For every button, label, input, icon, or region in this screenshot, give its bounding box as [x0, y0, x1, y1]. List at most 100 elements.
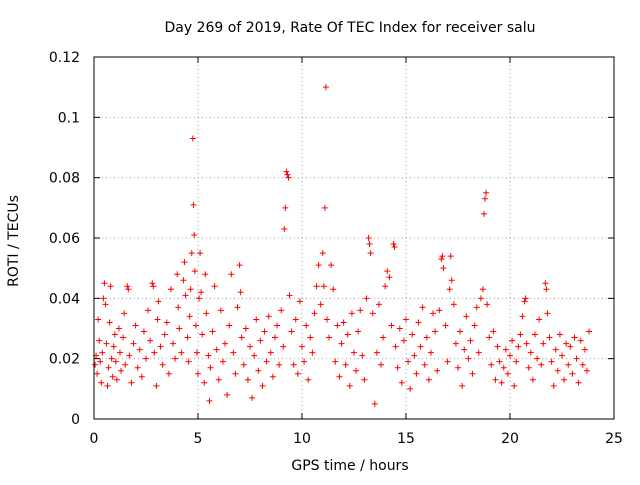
- data-point: [469, 370, 476, 377]
- data-point: [517, 331, 524, 338]
- data-point: [390, 241, 397, 248]
- data-point: [311, 310, 318, 317]
- data-point: [253, 316, 260, 323]
- data-point: [353, 367, 360, 374]
- data-point: [106, 319, 113, 326]
- data-point: [257, 337, 264, 344]
- data-point: [513, 358, 520, 365]
- data-point: [193, 349, 200, 356]
- data-point: [189, 135, 196, 142]
- data-point: [378, 361, 385, 368]
- data-point: [344, 331, 351, 338]
- data-point: [190, 201, 197, 208]
- data-point: [367, 250, 374, 257]
- data-point: [301, 358, 308, 365]
- data-point: [207, 364, 214, 371]
- data-point: [484, 301, 491, 308]
- data-point: [303, 322, 310, 329]
- y-tick-label: 0.02: [49, 352, 80, 368]
- data-point: [187, 286, 194, 293]
- data-point: [415, 319, 422, 326]
- data-point: [209, 328, 216, 335]
- data-point: [386, 274, 393, 281]
- data-point: [351, 349, 357, 356]
- data-point: [274, 322, 281, 329]
- data-point: [504, 370, 511, 377]
- data-point: [586, 328, 593, 335]
- data-point: [211, 283, 218, 290]
- data-point: [423, 334, 430, 341]
- data-point: [342, 361, 349, 368]
- data-point: [118, 367, 125, 374]
- data-point: [97, 358, 104, 365]
- data-point: [407, 385, 414, 392]
- chart-title: Day 269 of 2019, Rate Of TEC Index for r…: [164, 20, 535, 36]
- axis-ticks: 0 5 10 15 20 25 0 0.02 0.04 0.06 0.08 0.1 0.12: [49, 50, 623, 447]
- data-point: [543, 286, 550, 293]
- data-point: [184, 334, 191, 341]
- x-tick-label: 5: [194, 431, 203, 447]
- data-point: [121, 310, 128, 317]
- data-point: [498, 379, 505, 386]
- data-point: [299, 343, 305, 350]
- data-point: [181, 259, 188, 266]
- data-point: [507, 352, 513, 359]
- data-point: [500, 364, 507, 371]
- data-point: [515, 343, 522, 350]
- data-point: [346, 382, 353, 389]
- data-point: [228, 271, 235, 278]
- data-point: [473, 304, 480, 311]
- data-point: [540, 340, 547, 347]
- data-point: [477, 295, 484, 302]
- data-point: [165, 370, 172, 377]
- data-point: [567, 343, 574, 350]
- x-tick-label: 10: [293, 431, 311, 447]
- data-point: [217, 307, 224, 314]
- data-point: [366, 241, 373, 248]
- x-tick-label: 15: [397, 431, 415, 447]
- data-point: [450, 301, 457, 308]
- data-point: [409, 331, 416, 338]
- data-point: [475, 349, 482, 356]
- data-point: [438, 256, 445, 263]
- data-point: [482, 195, 489, 202]
- data-point: [226, 322, 233, 329]
- data-point: [115, 325, 122, 332]
- data-point: [178, 349, 185, 356]
- data-point: [251, 352, 258, 359]
- data-point: [536, 316, 543, 323]
- y-tick-label: 0: [71, 412, 80, 428]
- data-point: [571, 334, 578, 341]
- data-point: [197, 250, 204, 257]
- data-point: [147, 337, 154, 344]
- data-point: [375, 301, 382, 308]
- data-point: [283, 168, 290, 175]
- data-point: [581, 346, 588, 353]
- data-point: [174, 271, 181, 278]
- data-point: [296, 298, 303, 305]
- data-point: [263, 358, 270, 365]
- data-point: [149, 280, 156, 287]
- data-point: [330, 286, 337, 293]
- data-point: [180, 277, 187, 284]
- data-point: [361, 376, 368, 383]
- data-point: [108, 355, 115, 362]
- data-point: [542, 280, 549, 287]
- data-point: [255, 367, 262, 374]
- data-point: [305, 376, 312, 383]
- data-point: [159, 361, 166, 368]
- data-point: [519, 313, 526, 320]
- data-point: [430, 310, 437, 317]
- data-point: [419, 304, 426, 311]
- data-point: [548, 358, 555, 365]
- data-point: [230, 349, 237, 356]
- data-point: [309, 349, 316, 356]
- data-point: [140, 328, 147, 335]
- data-point: [534, 355, 541, 362]
- data-point: [104, 382, 111, 389]
- data-point: [467, 337, 474, 344]
- data-point: [175, 304, 182, 311]
- data-point: [120, 334, 127, 341]
- data-point: [244, 376, 251, 383]
- data-point: [440, 265, 447, 272]
